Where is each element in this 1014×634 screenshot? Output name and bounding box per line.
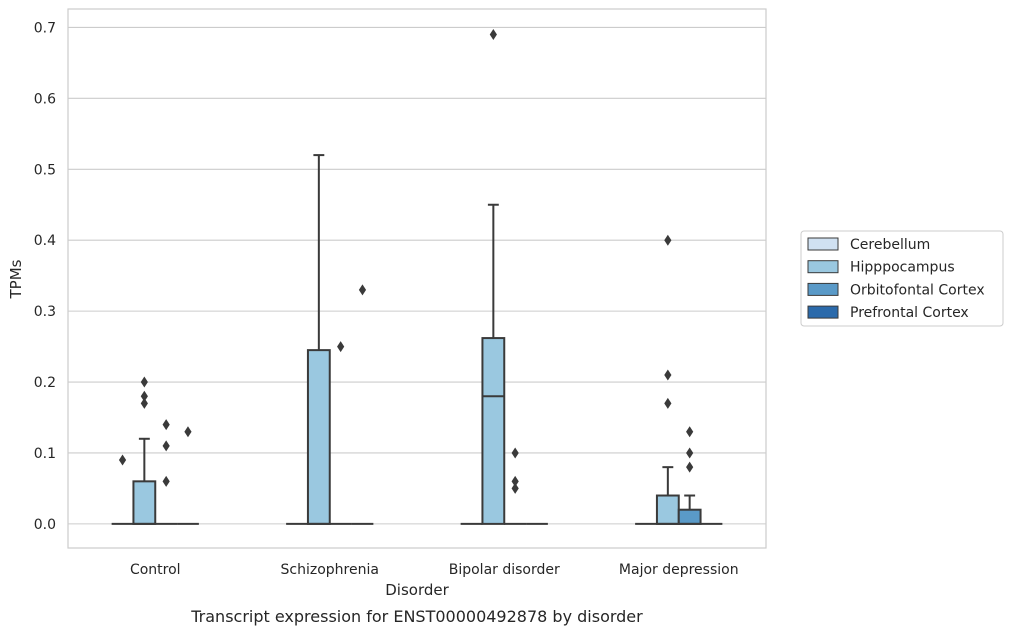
legend: Cerebellum Hipppocampus Orbitofontal Corte… — [800, 230, 1004, 327]
x-tick-label: Schizophrenia — [281, 562, 379, 578]
outlier-point — [664, 397, 672, 409]
y-tick-label: 0.4 — [34, 233, 56, 249]
x-axis-label: Disorder — [385, 581, 449, 599]
box-hipppocampus-control — [132, 376, 157, 525]
legend-label: Prefrontal Cortex — [850, 305, 969, 321]
outlier-point — [664, 369, 672, 381]
y-tick-label: 0.0 — [34, 517, 56, 533]
y-tick-labels: 0.0 0.1 0.2 0.3 0.4 0.5 0.6 0.7 — [34, 20, 56, 532]
box-hipppocampus-major-depression — [655, 234, 680, 525]
figure-caption: Transcript expression for ENST0000049287… — [190, 607, 643, 626]
y-tick-label: 0.3 — [34, 304, 56, 320]
outlier-point — [511, 447, 519, 459]
box-body — [481, 337, 506, 525]
legend-swatch — [807, 237, 839, 251]
box-body — [132, 480, 157, 525]
outlier-point — [686, 426, 694, 438]
box-body — [655, 494, 680, 525]
box-layer — [111, 29, 723, 525]
y-axis-label: TPMs — [7, 259, 25, 299]
y-tick-label: 0.5 — [34, 162, 56, 178]
outlier-point — [118, 454, 127, 466]
box-body — [677, 508, 702, 525]
legend-swatch — [807, 282, 839, 296]
y-tick-label: 0.1 — [34, 446, 56, 462]
box-orbitofontal-cortex-major-depression — [677, 426, 702, 525]
outlier-point — [511, 482, 519, 494]
y-tick-label: 0.2 — [34, 375, 56, 391]
y-tick-label: 0.6 — [34, 91, 56, 107]
legend-label: Orbitofontal Cortex — [850, 282, 985, 298]
legend-swatch — [807, 260, 839, 274]
x-tick-label: Major depression — [619, 562, 739, 578]
outlier-point — [162, 440, 170, 452]
x-tick-label: Bipolar disorder — [449, 562, 560, 578]
legend-frame — [800, 230, 1004, 327]
outlier-point — [140, 397, 148, 409]
box-prefrontal-cortex-schizophrenia — [351, 284, 374, 525]
outlier-point — [184, 426, 192, 438]
box-orbitofontal-cortex-control — [155, 419, 178, 525]
outlier-point — [686, 461, 694, 473]
x-tick-label: Control — [130, 562, 181, 578]
outlier-point — [140, 390, 148, 402]
grid-layer — [68, 26, 766, 525]
box-prefrontal-cortex-control — [177, 426, 199, 525]
box-hipppocampus-bipolar-disorder — [481, 29, 506, 525]
box-orbitofontal-cortex-bipolar-disorder — [504, 447, 527, 525]
outlier-point — [686, 447, 694, 459]
outlier-point — [140, 376, 148, 388]
outlier-point — [489, 29, 497, 41]
legend-label: Hipppocampus — [850, 260, 955, 276]
outlier-point — [511, 475, 519, 487]
box-cerebellum-control — [111, 454, 134, 525]
outlier-point — [337, 341, 345, 353]
plot-frame — [67, 8, 767, 549]
x-tick-labels: Control Schizophrenia Bipolar disorder Majo… — [130, 562, 739, 578]
outlier-point — [162, 475, 170, 487]
legend-swatch — [807, 305, 839, 319]
outlier-point — [358, 284, 367, 296]
box-hipppocampus-schizophrenia — [306, 154, 331, 525]
outlier-point — [162, 419, 170, 431]
box-body — [306, 349, 331, 525]
legend-label: Cerebellum — [850, 237, 930, 253]
outlier-point — [664, 234, 672, 246]
box-orbitofontal-cortex-schizophrenia — [329, 341, 352, 525]
y-tick-label: 0.7 — [34, 20, 56, 36]
